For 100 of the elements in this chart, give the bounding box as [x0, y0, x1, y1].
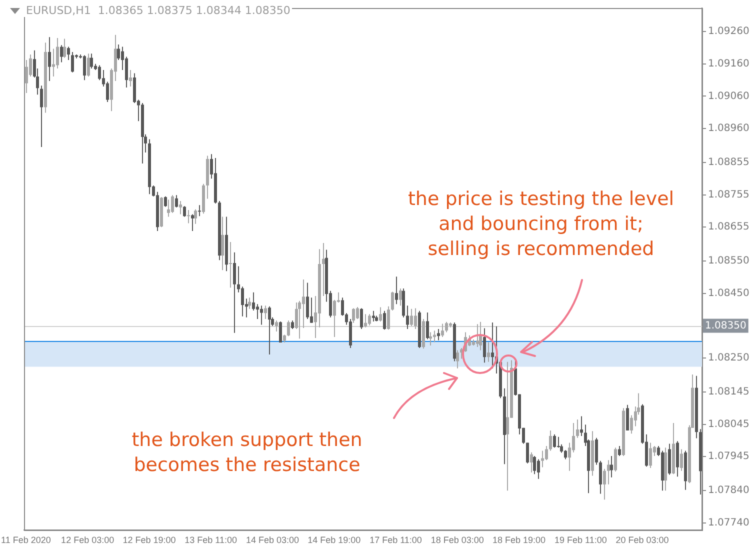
annotation: the price is testing the level and bouncing from it; selling is recommended: [408, 188, 674, 260]
x-tick-label: 19 Feb 11:00: [554, 534, 607, 545]
x-tick-label: 17 Feb 11:00: [370, 534, 422, 545]
y-tick-label: 1.08250: [708, 352, 750, 364]
candlestick: [264, 305, 267, 320]
y-tick-label: 1.09060: [708, 90, 750, 102]
candlestick: [476, 324, 479, 348]
y-tick-label: 1.08045: [708, 418, 750, 430]
candlestick: [171, 194, 174, 214]
candlestick: [426, 312, 429, 340]
candlestick: [63, 38, 66, 58]
ref-line-label: 1.08350: [705, 320, 746, 332]
candlestick: [298, 300, 301, 340]
candlestick: [129, 70, 132, 88]
candlestick: [549, 430, 552, 452]
candlestick: [399, 288, 402, 306]
x-tick-label: 12 Feb 03:00: [61, 534, 114, 545]
candlestick: [310, 297, 313, 324]
candlestick: [352, 308, 355, 324]
candlestick: [610, 455, 613, 478]
candlestick: [456, 350, 459, 369]
candlestick: [164, 196, 167, 208]
candlestick: [618, 445, 621, 456]
candlestick: [221, 216, 224, 271]
y-tick-label: 1.08755: [708, 189, 750, 200]
candlestick: [90, 53, 93, 69]
y-tick-label: 1.09260: [708, 26, 750, 38]
x-tick-label: 18 Feb 03:00: [430, 534, 484, 545]
candlestick: [537, 458, 540, 480]
y-tick-label: 1.07945: [708, 451, 750, 462]
candlestick: [187, 210, 190, 224]
candlestick: [387, 306, 390, 330]
candlestick: [603, 468, 606, 500]
candlestick: [287, 320, 290, 337]
candlestick: [441, 323, 444, 338]
candlestick: [83, 54, 86, 81]
candlestick: [614, 447, 617, 472]
candlestick: [545, 445, 548, 461]
candlestick: [40, 85, 43, 148]
y-tick-label: 1.08960: [708, 123, 750, 134]
candlestick: [437, 328, 440, 341]
candlestick: [98, 64, 101, 81]
candlestick: [349, 318, 352, 349]
y-tick-label: 1.07740: [708, 517, 750, 528]
candlestick: [506, 361, 509, 492]
candlestick: [379, 306, 382, 322]
candlestick: [526, 442, 529, 464]
candlestick: [252, 292, 255, 312]
chart-title: EURUSD,H1 1.08365 1.08375 1.08344 1.08350: [26, 4, 290, 17]
x-tick-label: 14 Feb 19:00: [308, 534, 361, 545]
candlestick: [256, 304, 259, 320]
candlestick: [183, 206, 186, 218]
candlestick: [268, 306, 271, 355]
candlestick: [52, 48, 55, 78]
candlestick: [595, 437, 598, 466]
candlestick: [302, 279, 305, 328]
candlestick: [491, 322, 494, 369]
y-tick-label: 1.09160: [708, 58, 750, 70]
candlestick: [395, 276, 398, 305]
candlestick: [680, 448, 683, 472]
candlestick: [71, 51, 74, 73]
candlestick: [626, 404, 629, 431]
candlestick: [599, 460, 602, 494]
candlestick: [368, 314, 371, 326]
candlestick: [487, 342, 490, 362]
y-tick-label: 1.08855: [708, 157, 750, 168]
x-tick-label: 11 Feb 2020: [1, 534, 51, 545]
candlestick: [607, 460, 610, 485]
candlestick: [179, 200, 182, 215]
candlestick: [194, 208, 197, 224]
candlestick: [229, 242, 232, 288]
candlestick: [360, 308, 363, 330]
candlestick: [275, 320, 278, 332]
candlestick: [117, 44, 120, 61]
candlestick: [279, 321, 282, 344]
candlestick: [198, 204, 201, 217]
y-tick-label: 1.08145: [708, 386, 750, 398]
candlestick: [241, 286, 244, 317]
candlestick: [410, 308, 413, 327]
candlestick: [56, 38, 59, 69]
candlestick: [414, 308, 417, 330]
candlestick: [60, 44, 63, 63]
candlestick: [406, 305, 409, 330]
x-tick-label: 13 Feb 11:00: [184, 534, 238, 545]
candlestick: [106, 81, 109, 103]
candlestick: [67, 46, 70, 61]
candlestick: [167, 199, 170, 218]
y-tick-label: 1.07840: [708, 485, 750, 496]
candlestick: [372, 310, 375, 322]
candlestick: [533, 455, 536, 475]
x-tick-label: 14 Feb 03:00: [246, 534, 300, 545]
x-tick-label: 12 Feb 19:00: [122, 534, 176, 545]
x-tick-label: 20 Feb 03:00: [616, 534, 669, 545]
candlestick: [356, 306, 359, 320]
candlestick: [541, 450, 544, 468]
candlestick: [364, 314, 367, 328]
candlestick: [530, 452, 533, 473]
candlestick: [553, 434, 556, 448]
candlestick: [48, 36, 51, 82]
candlestick: [580, 416, 583, 436]
